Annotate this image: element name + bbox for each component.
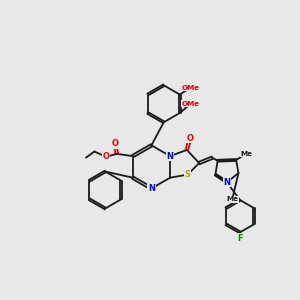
Text: N: N [224, 178, 230, 187]
Text: Me: Me [240, 151, 252, 157]
Text: OMe: OMe [182, 85, 200, 91]
Text: N: N [167, 152, 174, 160]
Text: O: O [103, 152, 110, 161]
Text: N: N [148, 184, 155, 193]
Text: OMe: OMe [182, 101, 200, 107]
Text: Me: Me [226, 196, 238, 202]
Text: S: S [184, 170, 190, 179]
Text: F: F [237, 234, 243, 243]
Text: O: O [186, 134, 194, 143]
Text: O: O [112, 139, 119, 148]
